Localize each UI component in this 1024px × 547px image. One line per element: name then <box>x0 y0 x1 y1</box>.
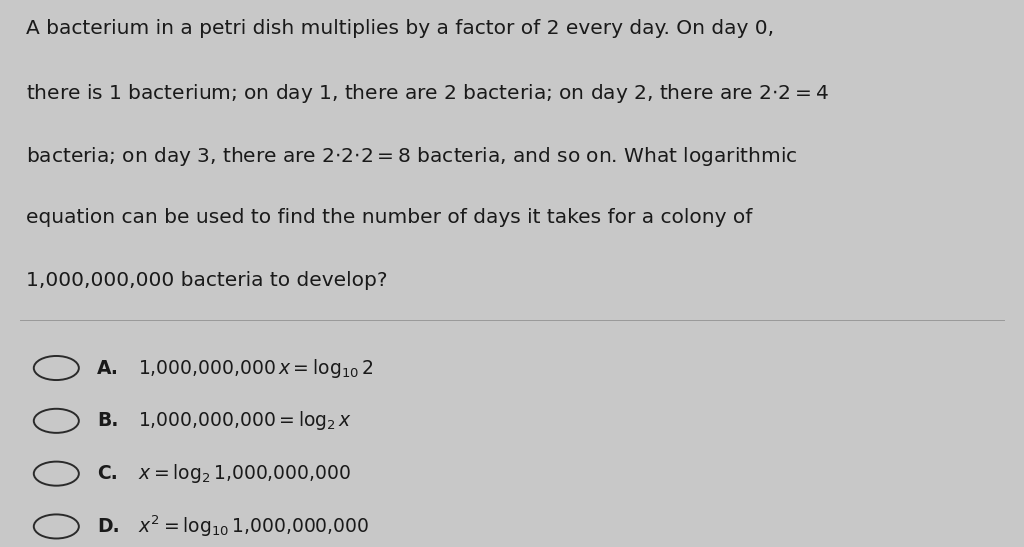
Text: equation can be used to find the number of days it takes for a colony of: equation can be used to find the number … <box>26 208 752 227</box>
Text: $x^{2} = \log_{10} 1{,}000{,}000{,}000$: $x^{2} = \log_{10} 1{,}000{,}000{,}000$ <box>138 514 370 539</box>
Text: A bacterium in a petri dish multiplies by a factor of 2 every day. On day 0,: A bacterium in a petri dish multiplies b… <box>26 19 774 38</box>
Text: bacteria; on day 3, there are $2{\cdot}2{\cdot}2=8$ bacteria, and so on. What lo: bacteria; on day 3, there are $2{\cdot}2… <box>26 145 797 168</box>
Text: 1,000,000,000 bacteria to develop?: 1,000,000,000 bacteria to develop? <box>26 271 387 290</box>
Text: there is 1 bacterium; on day 1, there are 2 bacteria; on day 2, there are $2{\cd: there is 1 bacterium; on day 1, there ar… <box>26 82 828 105</box>
Text: A.: A. <box>97 358 119 377</box>
Text: C.: C. <box>97 464 118 483</box>
Text: $1{,}000{,}000{,}000\, x = \log_{10} 2$: $1{,}000{,}000{,}000\, x = \log_{10} 2$ <box>138 357 374 380</box>
Text: B.: B. <box>97 411 119 430</box>
Text: $1{,}000{,}000{,}000 = \log_{2} x$: $1{,}000{,}000{,}000 = \log_{2} x$ <box>138 409 352 432</box>
Text: D.: D. <box>97 517 120 536</box>
Text: $x = \log_{2} 1{,}000{,}000{,}000$: $x = \log_{2} 1{,}000{,}000{,}000$ <box>138 462 351 485</box>
